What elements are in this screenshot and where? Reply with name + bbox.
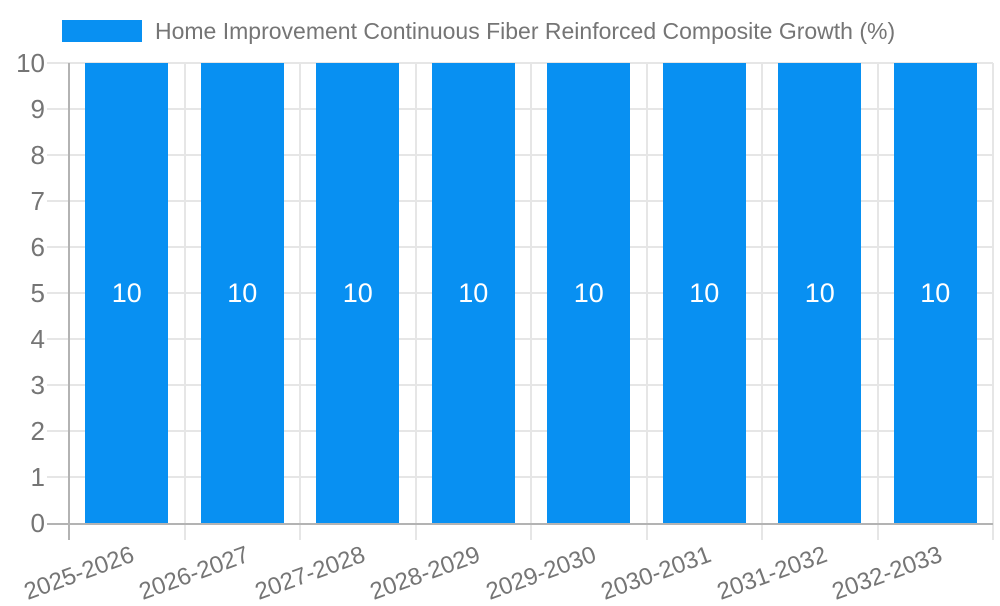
bar-value-label: 10 xyxy=(111,277,142,308)
x-tick-label: 2031-2032 xyxy=(713,541,831,606)
x-tick-label: 2026-2027 xyxy=(136,541,254,606)
x-tick-label: 2030-2031 xyxy=(598,541,716,606)
x-tick-label: 2029-2030 xyxy=(482,541,600,606)
bar-value-label: 10 xyxy=(689,277,720,308)
x-gridline xyxy=(761,63,763,540)
y-gridline xyxy=(47,430,993,432)
y-tick-label: 7 xyxy=(30,186,45,216)
bar-value-label: 10 xyxy=(458,277,489,308)
y-gridline xyxy=(47,246,993,248)
bar-value-label: 10 xyxy=(920,277,951,308)
y-tick-label: 10 xyxy=(16,48,45,78)
y-gridline xyxy=(47,338,993,340)
x-gridline xyxy=(183,63,186,540)
y-tick-label: 9 xyxy=(30,94,45,124)
y-gridline xyxy=(47,200,993,202)
y-tick-label: 0 xyxy=(30,508,45,538)
y-gridline xyxy=(47,292,993,294)
y-tick-label: 4 xyxy=(30,324,45,354)
bar: 10 xyxy=(316,63,400,523)
y-gridline xyxy=(47,154,993,156)
x-gridline xyxy=(645,63,648,540)
y-tick-label: 3 xyxy=(30,370,45,400)
x-tick-label: 2028-2029 xyxy=(367,541,485,606)
bar: 10 xyxy=(893,63,977,523)
x-tick-label: 2032-2033 xyxy=(829,541,947,606)
bar-value-label: 10 xyxy=(227,277,258,308)
x-tick-label: 2027-2028 xyxy=(251,541,369,606)
x-gridline xyxy=(992,63,994,540)
x-tick-label: 2025-2026 xyxy=(20,541,138,606)
bar: 10 xyxy=(547,63,631,523)
y-gridline xyxy=(47,62,993,64)
x-gridline xyxy=(414,63,417,540)
bar-value-label: 10 xyxy=(342,277,373,308)
legend-label: Home Improvement Continuous Fiber Reinfo… xyxy=(155,17,896,44)
bar-value-label: 10 xyxy=(804,277,835,308)
x-gridline xyxy=(876,63,879,540)
bar-value-label: 10 xyxy=(573,277,604,308)
y-gridline xyxy=(47,476,993,478)
bar: 10 xyxy=(200,63,284,523)
bar: 10 xyxy=(431,63,515,523)
y-gridline xyxy=(47,384,993,386)
y-tick-label: 6 xyxy=(30,232,45,262)
bar: 10 xyxy=(662,63,746,523)
x-gridline xyxy=(299,63,301,540)
x-axis-line xyxy=(47,523,993,525)
y-tick-label: 8 xyxy=(30,140,45,170)
y-gridline xyxy=(47,108,993,110)
y-tick-label: 2 xyxy=(30,416,45,446)
legend-color-swatch xyxy=(62,20,142,42)
bar: 10 xyxy=(85,63,169,523)
x-gridline xyxy=(530,63,532,540)
y-axis-line xyxy=(68,63,70,540)
y-tick-label: 5 xyxy=(30,278,45,308)
bar: 10 xyxy=(778,63,862,523)
legend: Home Improvement Continuous Fiber Reinfo… xyxy=(62,17,896,44)
y-tick-label: 1 xyxy=(30,462,45,492)
